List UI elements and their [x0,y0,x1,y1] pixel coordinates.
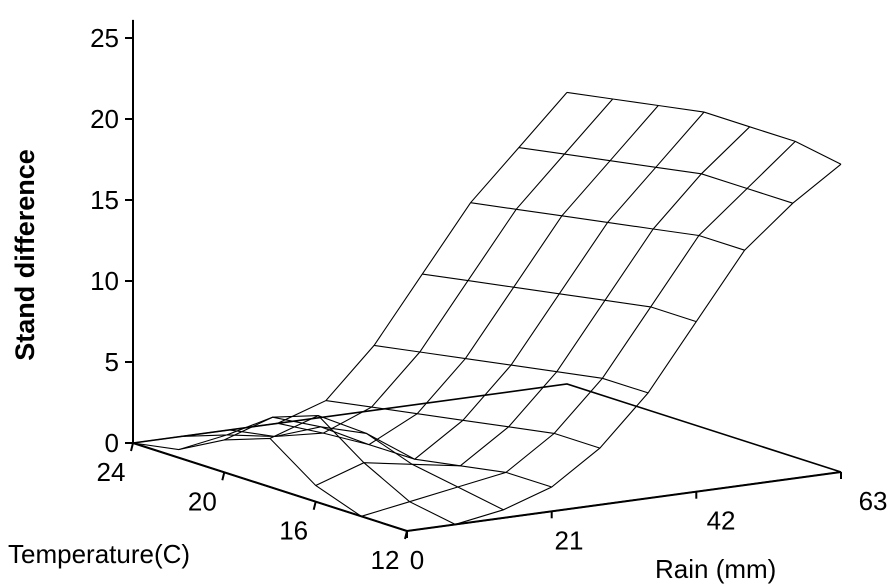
mesh-line-temperature [229,426,504,511]
mesh-line-rain [406,163,842,532]
rain-tick-label: 21 [555,525,584,555]
rain-tick-label: 63 [859,486,887,516]
x-axis-title: Rain (mm) [655,554,776,584]
rain-tick-label: 42 [707,506,736,536]
mesh-line-temperature [422,273,697,323]
temperature-tick-mark [312,501,317,510]
temperature-tick-mark [130,442,134,452]
temperature-axis-line [132,442,408,532]
temperature-tick-label: 16 [279,516,308,546]
temperature-tick-labels: 24 20 16 12 [97,457,400,575]
mesh-line-rain [269,111,705,460]
y-axis-title: Temperature(C) [8,539,190,569]
mesh-line-temperature [518,147,793,204]
rain-tick-label: 0 [410,545,424,575]
mesh-line-rain [361,141,796,517]
mesh-line-temperature [566,91,842,165]
axes [125,19,842,540]
mesh-line-rain [178,98,614,451]
mesh-line-temperature [470,202,745,251]
z-tick-label: 25 [90,23,119,53]
mesh-line-temperature [374,344,649,394]
rain-axis-line [406,471,842,532]
temperature-tick-label: 20 [188,486,217,516]
temperature-tick-mark [221,472,226,481]
z-tick-label: 10 [90,266,119,296]
mesh-line-temperature [325,400,601,449]
z-tick-labels: 0 5 10 15 20 25 [90,23,119,458]
temperature-tick-mark [404,530,408,540]
mesh-line-rain [224,105,659,446]
rain-tick-labels: 0 21 42 63 [410,486,887,575]
mesh-line-rain [132,92,568,444]
z-tick-label: 0 [105,428,119,458]
z-tick-label: 20 [90,104,119,134]
surface-mesh [132,91,842,532]
mesh-line-rain [315,126,751,486]
mesh-line-temperature [277,422,552,488]
z-axis-title: Stand difference [10,149,40,361]
z-tick-label: 15 [90,185,119,215]
z-tick-label: 5 [105,347,119,377]
temperature-tick-label: 12 [371,545,400,575]
mesh-line-temperature [181,415,456,525]
temperature-tick-label: 24 [97,457,126,487]
